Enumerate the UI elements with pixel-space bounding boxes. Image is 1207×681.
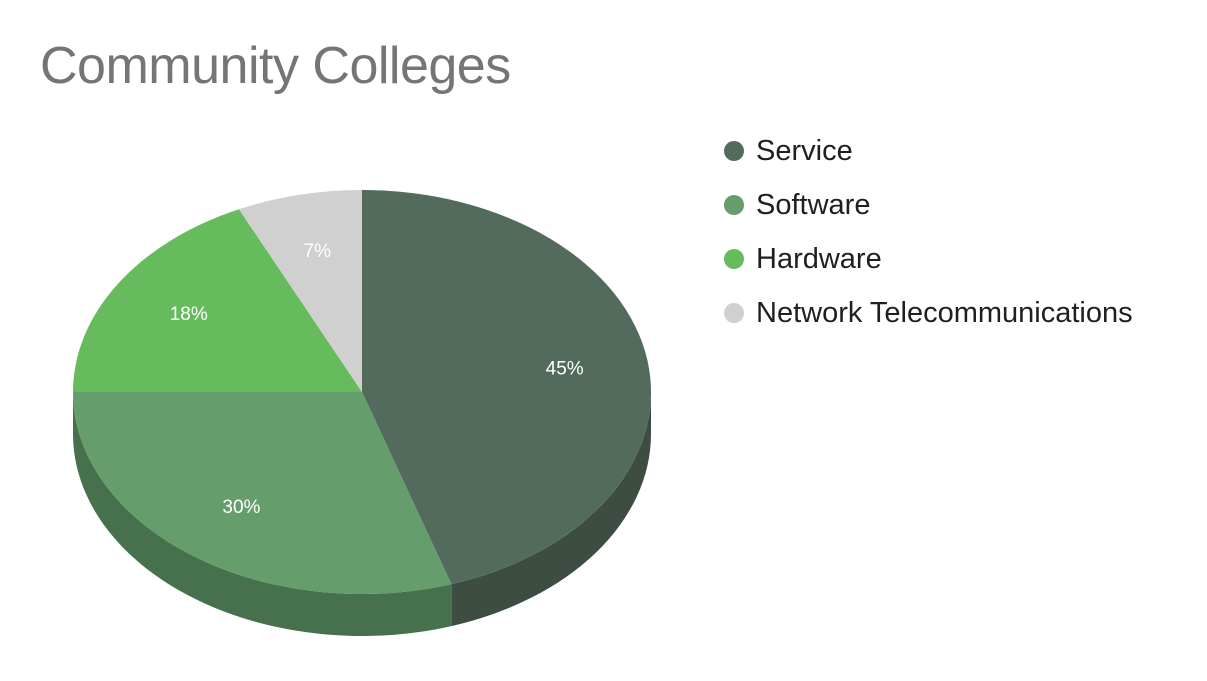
chart-title: Community Colleges [40, 37, 511, 95]
data-label-software: 30% [222, 497, 260, 518]
legend-label-network-telecommunications: Network Telecommunications [756, 296, 1133, 329]
data-label-network-telecommunications: 7% [304, 241, 332, 262]
legend-item-hardware: Hardware [724, 232, 1133, 286]
legend-marker-network-telecommunications [724, 303, 744, 323]
legend: Service Software Hardware Network Teleco… [724, 124, 1133, 340]
pie-side-service [451, 392, 651, 627]
legend-marker-software [724, 195, 744, 215]
pie-slice-network-telecommunications [238, 190, 362, 392]
pie-side-software [73, 392, 452, 636]
legend-item-network-telecommunications: Network Telecommunications [724, 286, 1133, 340]
legend-label-hardware: Hardware [756, 242, 882, 275]
pie-slice-software [73, 392, 452, 594]
pie-slice-service [362, 190, 651, 585]
legend-label-service: Service [756, 134, 853, 167]
legend-item-service: Service [724, 124, 1133, 178]
legend-label-software: Software [756, 188, 871, 221]
data-label-hardware: 18% [170, 304, 208, 325]
legend-marker-service [724, 141, 744, 161]
pie-slice-hardware [73, 209, 362, 392]
data-label-service: 45% [546, 359, 584, 380]
legend-marker-hardware [724, 249, 744, 269]
legend-item-software: Software [724, 178, 1133, 232]
